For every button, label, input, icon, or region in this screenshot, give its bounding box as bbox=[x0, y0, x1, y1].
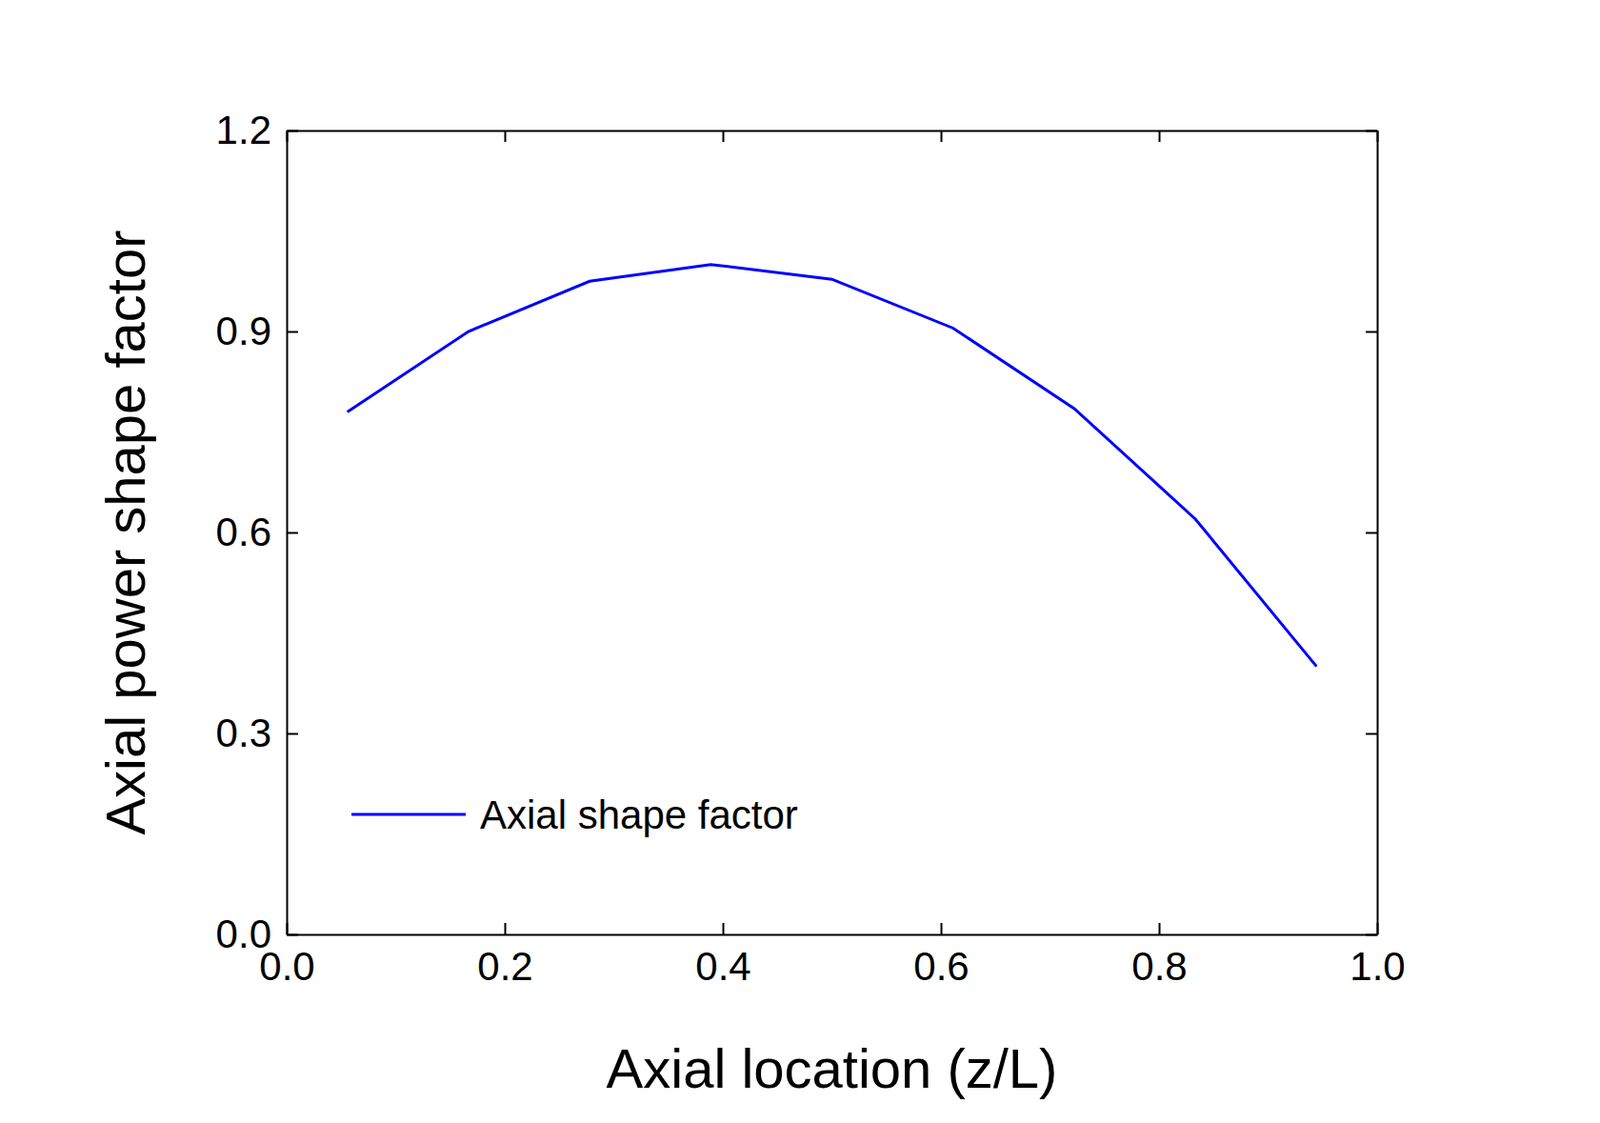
tick bbox=[1365, 532, 1378, 534]
tick: 0.0 bbox=[216, 911, 299, 957]
legend-label: Axial shape factor bbox=[480, 792, 799, 838]
tick bbox=[940, 130, 942, 142]
tick-mark bbox=[286, 331, 299, 334]
tick bbox=[1365, 130, 1378, 132]
tick-label: 0.3 bbox=[216, 710, 272, 756]
tick-mark bbox=[1365, 733, 1378, 736]
tick-mark bbox=[722, 922, 725, 935]
tick: 0.8 bbox=[1131, 922, 1187, 989]
tick: 0.3 bbox=[216, 710, 299, 756]
legend-swatch bbox=[351, 813, 466, 817]
tick bbox=[1365, 934, 1378, 936]
tick bbox=[504, 130, 506, 142]
tick bbox=[1365, 331, 1378, 333]
chart: 0.0 0.2 0.4 0.6 0.8 1.0 0.0 0.3 0.6 0.9 1.2 Axial s… bbox=[0, 0, 1600, 1123]
tick: 0.6 bbox=[913, 922, 969, 989]
tick-label: 0.9 bbox=[216, 308, 272, 354]
tick-mark bbox=[1365, 130, 1378, 133]
x-axis-title: Axial location (z/L) bbox=[606, 1037, 1059, 1100]
tick: 0.9 bbox=[216, 308, 299, 354]
tick: 0.6 bbox=[216, 509, 299, 555]
tick-mark bbox=[1365, 331, 1378, 334]
series-line bbox=[347, 264, 1318, 667]
tick bbox=[1159, 130, 1160, 142]
y-axis-title: Axial power shape factor bbox=[94, 229, 157, 835]
tick-mark bbox=[1365, 934, 1378, 937]
legend: Axial shape factor bbox=[351, 792, 799, 838]
tick: 1.2 bbox=[216, 107, 299, 153]
tick-mark bbox=[940, 130, 943, 142]
tick-label: 0.0 bbox=[216, 911, 272, 957]
axis-line bbox=[287, 934, 1379, 937]
tick-mark bbox=[504, 922, 507, 935]
plot-area bbox=[347, 264, 1318, 667]
tick-mark bbox=[504, 130, 507, 142]
tick-label: 0.4 bbox=[695, 943, 751, 989]
tick-mark bbox=[1365, 532, 1378, 535]
axis-line bbox=[287, 130, 1379, 133]
tick-mark bbox=[286, 532, 299, 535]
tick-mark bbox=[1159, 130, 1161, 142]
y-axis: 0.0 0.3 0.6 0.9 1.2 bbox=[216, 107, 299, 957]
x-axis-top bbox=[287, 130, 1379, 142]
tick: 0.2 bbox=[477, 922, 533, 989]
x-axis: 0.00.20.40.60.81.0 bbox=[259, 922, 1405, 989]
tick-mark bbox=[286, 934, 299, 937]
tick-label: 0.6 bbox=[913, 943, 969, 989]
tick-label: 0.6 bbox=[216, 509, 272, 555]
y-axis-right bbox=[1365, 131, 1379, 936]
tick-label: 1.0 bbox=[1349, 943, 1405, 989]
tick-mark bbox=[286, 733, 299, 736]
tick-mark bbox=[722, 130, 725, 142]
tick-mark bbox=[940, 922, 943, 935]
tick-label: 1.2 bbox=[216, 107, 272, 153]
tick-mark bbox=[1159, 922, 1161, 935]
tick: 0.4 bbox=[695, 922, 751, 989]
tick-mark bbox=[286, 130, 299, 133]
tick bbox=[1365, 733, 1378, 735]
tick-label: 0.8 bbox=[1131, 943, 1187, 989]
tick-label: 0.2 bbox=[477, 943, 533, 989]
tick bbox=[722, 130, 724, 142]
